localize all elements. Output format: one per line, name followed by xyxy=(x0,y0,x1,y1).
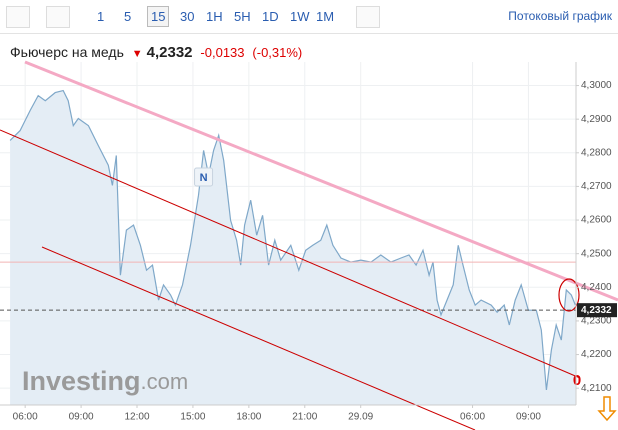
x-tick-label: 15:00 xyxy=(180,412,205,423)
news-marker xyxy=(194,167,214,187)
y-tick-label: 4,2400 xyxy=(581,282,612,293)
interval-button[interactable]: 15 xyxy=(147,6,170,27)
x-tick-label: 29.09 xyxy=(348,412,373,423)
header: Фьючерс на медь ▼ 4,2332 -0,0133 (-0,31%) xyxy=(10,44,306,61)
y-tick-label: 4,3000 xyxy=(581,80,612,91)
annotation-zero: 0 xyxy=(573,372,581,389)
watermark-suffix: .com xyxy=(141,369,189,394)
price-line xyxy=(9,89,576,390)
interval-button[interactable]: 1H xyxy=(206,9,223,24)
watermark-brand: Investing xyxy=(22,366,141,396)
settings-icon[interactable] xyxy=(356,6,380,28)
trend-line xyxy=(41,246,476,430)
x-tick-label: 06:00 xyxy=(13,412,38,423)
annotation-circle xyxy=(558,278,580,312)
interval-button[interactable]: 5 xyxy=(124,9,132,24)
y-tick-label: 4,2900 xyxy=(581,114,612,125)
interval-button[interactable]: 1W xyxy=(290,9,310,24)
trend-line xyxy=(0,129,581,379)
x-tick-label: 09:00 xyxy=(516,412,541,423)
area-chart-icon[interactable] xyxy=(46,6,70,28)
plot xyxy=(0,89,576,405)
x-tick-label: 06:00 xyxy=(460,412,485,423)
toolbar: Потоковый график 1 5 15 30 1H 5H 1D 1W 1M xyxy=(0,0,618,34)
streaming-link[interactable]: Потоковый график xyxy=(508,9,612,23)
interval-button[interactable]: 1 xyxy=(97,9,105,24)
current-price-label: 4,2332 xyxy=(581,305,612,316)
change: -0,0133 xyxy=(200,45,245,60)
change-pct: (-0,31%) xyxy=(252,45,303,60)
y-tick-label: 4,2700 xyxy=(581,181,612,192)
x-tick-label: 18:00 xyxy=(236,412,261,423)
x-tick-label: 21:00 xyxy=(292,412,317,423)
watermark: Investing.com xyxy=(22,366,188,396)
instrument-name: Фьючерс на медь xyxy=(10,44,124,60)
y-tick-label: 4,2200 xyxy=(581,349,612,360)
annotation-arrow xyxy=(597,396,617,422)
interval-button[interactable]: 30 xyxy=(180,9,195,24)
interval-button[interactable]: 1D xyxy=(262,9,279,24)
news-marker-label: N xyxy=(200,172,208,184)
x-tick-label: 12:00 xyxy=(124,412,149,423)
y-tick-label: 4,2600 xyxy=(581,215,612,226)
trend-line xyxy=(24,60,618,302)
interval-button[interactable]: 1M xyxy=(316,9,335,24)
candlestick-icon[interactable] xyxy=(6,6,30,28)
current-price-box xyxy=(577,303,617,318)
interval-button[interactable]: 5H xyxy=(234,9,251,24)
y-tick-label: 4,2500 xyxy=(581,248,612,259)
y-tick-label: 4,2800 xyxy=(581,147,612,158)
y-tick-label: 4,2300 xyxy=(581,316,612,327)
y-tick-label: 4,2100 xyxy=(581,383,612,394)
down-arrow: ▼ xyxy=(131,48,143,60)
area-fill xyxy=(10,90,576,405)
price: 4,2332 xyxy=(146,44,193,61)
x-tick-label: 09:00 xyxy=(69,412,94,423)
